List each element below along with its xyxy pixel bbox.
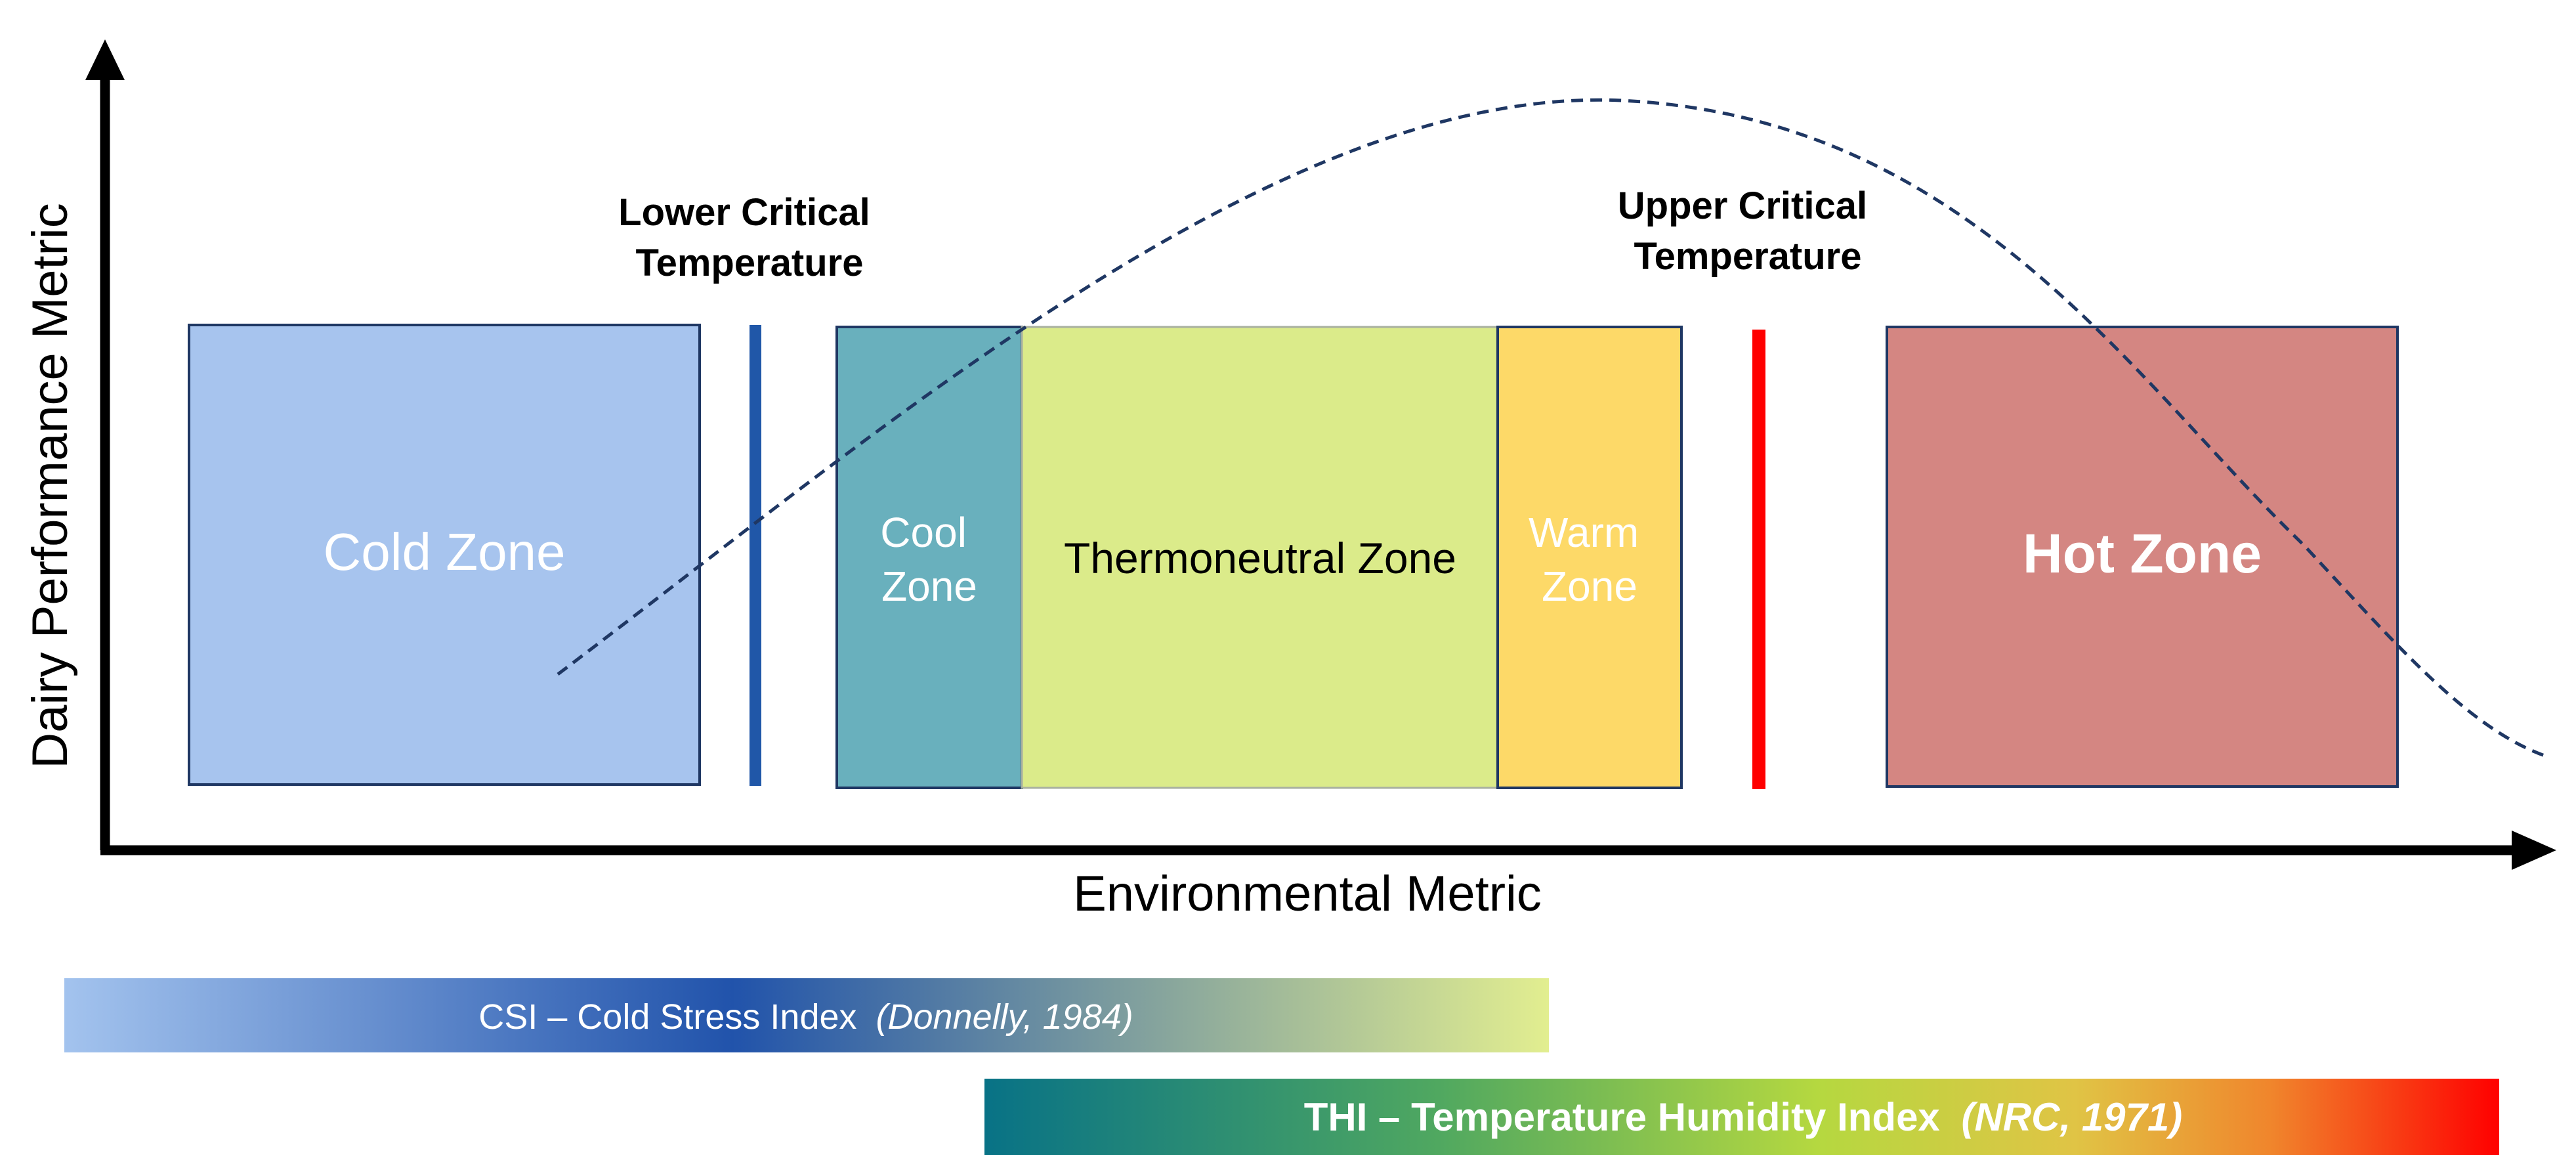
x-axis-arrowhead: [2512, 831, 2556, 870]
cold-zone-box: [188, 324, 701, 786]
csi-index-label: CSI – Cold Stress Index (Donnelly, 1984): [478, 997, 1133, 1037]
hot-zone-label: Hot Zone: [2023, 523, 2262, 584]
x-axis-label: Environmental Metric: [1073, 866, 1542, 922]
y-axis-arrowhead: [85, 39, 125, 80]
cool-zone-box: [835, 326, 1023, 789]
upper-critical-temperature-bar: [1752, 330, 1765, 789]
csi-index-bar: [64, 978, 1549, 1052]
performance-curve: [557, 98, 2547, 758]
lower-critical-temperature-bar: [750, 325, 761, 786]
warm-zone-box: [1496, 326, 1683, 789]
upper-critical-temperature-label: Upper Critical Temperature: [1618, 184, 1878, 278]
thermoneutral-zone-label: Thermoneutral Zone: [1064, 534, 1456, 582]
csi-index-citation: (Donnelly, 1984): [876, 997, 1133, 1037]
lower-critical-temperature-label: Lower Critical Temperature: [618, 191, 881, 284]
cold-zone-label: Cold Zone: [323, 523, 565, 581]
y-axis-label: Dairy Performance Metric: [22, 203, 78, 769]
thi-index-label: THI – Temperature Humidity Index (NRC, 1…: [1304, 1095, 2183, 1139]
hot-zone-box: [1886, 326, 2399, 788]
warm-zone-label: Warm Zone: [1529, 509, 1651, 610]
thi-index-name: THI – Temperature Humidity Index: [1304, 1095, 1940, 1139]
csi-index-name: CSI – Cold Stress Index: [478, 997, 856, 1037]
thermoneutral-zone-box: [1021, 326, 1499, 789]
thi-index-bar: [984, 1079, 2499, 1155]
thi-index-citation: (NRC, 1971): [1961, 1095, 2182, 1139]
cool-zone-label: Cool Zone: [880, 509, 978, 610]
